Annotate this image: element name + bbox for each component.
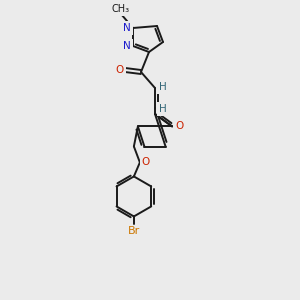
Text: N: N (123, 23, 131, 33)
Text: N: N (123, 41, 131, 51)
Text: O: O (175, 122, 183, 131)
Text: Br: Br (128, 226, 140, 236)
Text: O: O (116, 65, 124, 75)
Text: CH₃: CH₃ (112, 4, 130, 14)
Text: O: O (142, 158, 150, 167)
Text: H: H (159, 82, 167, 92)
Text: H: H (159, 104, 167, 114)
